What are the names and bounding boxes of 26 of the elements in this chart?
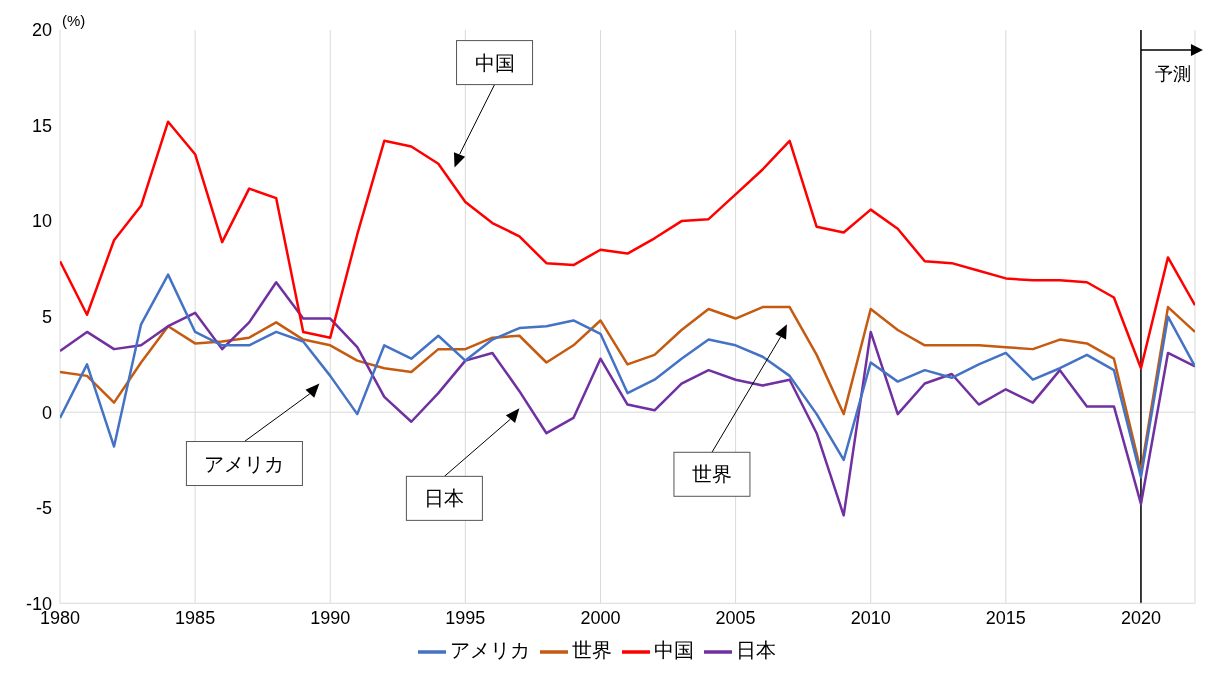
y-tick-label: 0 <box>41 402 52 423</box>
legend-label: 世界 <box>571 639 612 662</box>
y-tick-label: 10 <box>31 211 52 232</box>
x-tick-label: 2010 <box>850 608 891 629</box>
annotation: アメリカ <box>204 452 285 475</box>
x-tick-label: 1990 <box>310 608 351 629</box>
legend-label: 中国 <box>653 639 694 662</box>
ref-line-label: 予測 <box>1154 64 1191 84</box>
x-tick-label: 2015 <box>985 608 1026 629</box>
x-tick-label: 2000 <box>580 608 621 629</box>
x-tick-label: 2005 <box>715 608 756 629</box>
y-axis-title: (%) <box>62 12 86 29</box>
legend-label: アメリカ <box>449 639 530 662</box>
annotation: 中国 <box>474 51 515 74</box>
x-tick-label: 1985 <box>175 608 216 629</box>
annotation: 日本 <box>424 487 465 510</box>
y-tick-label: 20 <box>31 20 52 41</box>
y-tick-label: 5 <box>41 307 52 328</box>
x-tick-label: 1995 <box>445 608 486 629</box>
x-tick-label: 2020 <box>1120 608 1161 629</box>
y-tick-label: 15 <box>31 115 52 136</box>
y-tick-label: -5 <box>35 498 52 519</box>
line-series <box>60 280 1195 517</box>
annotation: 世界 <box>691 463 732 486</box>
line-series <box>60 120 1195 370</box>
legend-label: 日本 <box>735 639 776 662</box>
